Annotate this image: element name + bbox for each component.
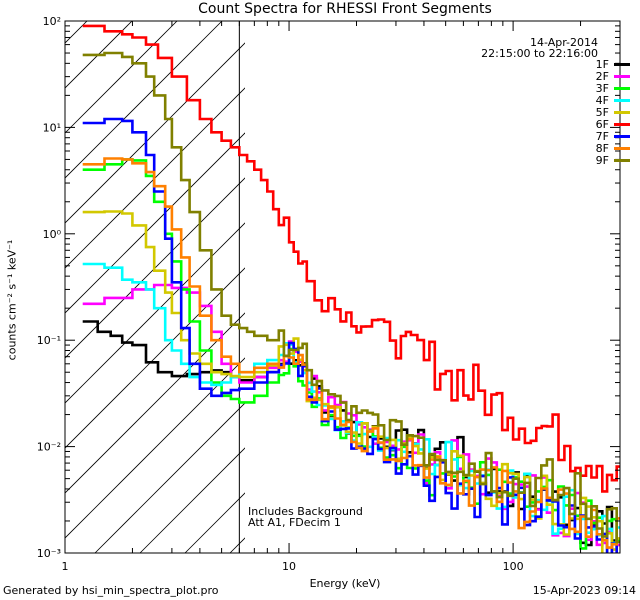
legend-swatch bbox=[614, 98, 630, 102]
x-axis-label: Energy (keV) bbox=[309, 577, 381, 590]
legend-label: 1F bbox=[595, 57, 609, 71]
series-7F-line bbox=[82, 117, 618, 553]
series-8F-line bbox=[82, 157, 620, 549]
hatch-line bbox=[65, 87, 245, 269]
annotation-background: Includes Background bbox=[248, 505, 363, 518]
legend-label: 3F bbox=[595, 81, 609, 95]
hatch-line bbox=[65, 21, 178, 134]
y-tick-label: 10¹ bbox=[43, 121, 61, 134]
legend-swatch bbox=[614, 134, 630, 138]
hatch-line bbox=[65, 132, 245, 314]
hatch-line bbox=[139, 447, 245, 553]
time-range-label: 22:15:00 to 22:16:00 bbox=[481, 47, 598, 60]
x-tick-label: 1 bbox=[62, 560, 69, 573]
legend-item-3F: 3F bbox=[595, 81, 630, 95]
legend-swatch bbox=[614, 146, 630, 150]
generated-by-text: Generated by hsi_min_spectra_plot.pro bbox=[3, 584, 219, 597]
hatch-line bbox=[65, 21, 88, 44]
plot-frame bbox=[64, 20, 621, 554]
y-tick-label: 10⁰ bbox=[43, 228, 62, 241]
chart-title: Count Spectra for RHESSI Front Segments bbox=[198, 1, 492, 17]
legend-item-5F: 5F bbox=[595, 105, 630, 119]
legend-label: 7F bbox=[595, 129, 609, 143]
y-tick-label: 10⁻¹ bbox=[37, 334, 61, 347]
y-tick-label: 10⁻³ bbox=[37, 547, 61, 560]
legend-label: 9F bbox=[595, 153, 609, 167]
legend-swatch bbox=[614, 110, 630, 114]
axis-ticks: 1 10 100 10⁻³ 10⁻² 10⁻¹ 10⁰ 10¹ 10² bbox=[37, 15, 621, 573]
series-6F-line bbox=[82, 24, 620, 493]
y-tick-label: 10² bbox=[43, 15, 61, 28]
legend-item-8F: 8F bbox=[595, 141, 630, 155]
legend-label: 2F bbox=[595, 69, 609, 83]
hatch-line bbox=[65, 21, 133, 89]
hatched-region bbox=[65, 21, 245, 553]
date-label: 14-Apr-2014 bbox=[529, 36, 598, 49]
x-tick-label: 100 bbox=[503, 560, 524, 573]
hatch-line bbox=[65, 222, 245, 404]
legend-item-2F: 2F bbox=[595, 69, 630, 83]
y-tick-label: 10⁻² bbox=[37, 441, 61, 454]
hatch-line bbox=[65, 312, 245, 494]
legend-swatch bbox=[614, 74, 630, 78]
hatch-line bbox=[65, 21, 223, 179]
legend-label: 5F bbox=[595, 105, 609, 119]
y-axis-label: counts cm⁻² s⁻¹ keV⁻¹ bbox=[5, 239, 19, 361]
hatch-line bbox=[94, 402, 245, 553]
series-group bbox=[82, 24, 620, 553]
legend-item-7F: 7F bbox=[595, 129, 630, 143]
legend-item-9F: 9F bbox=[595, 153, 630, 167]
legend-label: 4F bbox=[595, 93, 609, 107]
legend-swatch bbox=[614, 122, 630, 126]
legend-swatch bbox=[614, 158, 630, 162]
legend-swatch bbox=[614, 62, 630, 66]
annotation-attenuator: Att A1, FDecim 1 bbox=[248, 516, 341, 529]
hatch-line bbox=[65, 357, 245, 539]
x-tick-label: 10 bbox=[282, 560, 296, 573]
legend-item-4F: 4F bbox=[595, 93, 630, 107]
legend-item-6F: 6F bbox=[595, 117, 630, 131]
hatch-line bbox=[65, 177, 245, 359]
hatch-line bbox=[65, 42, 245, 224]
legend-label: 6F bbox=[595, 117, 609, 131]
legend-label: 8F bbox=[595, 141, 609, 155]
legend: 1F 2F 3F 4F 5F 6F 7F 8F 9F bbox=[595, 57, 630, 167]
legend-swatch bbox=[614, 86, 630, 90]
legend-item-1F: 1F bbox=[595, 57, 630, 71]
footer-timestamp: 15-Apr-2023 09:14 bbox=[532, 584, 636, 597]
series-9F-line bbox=[82, 51, 620, 544]
